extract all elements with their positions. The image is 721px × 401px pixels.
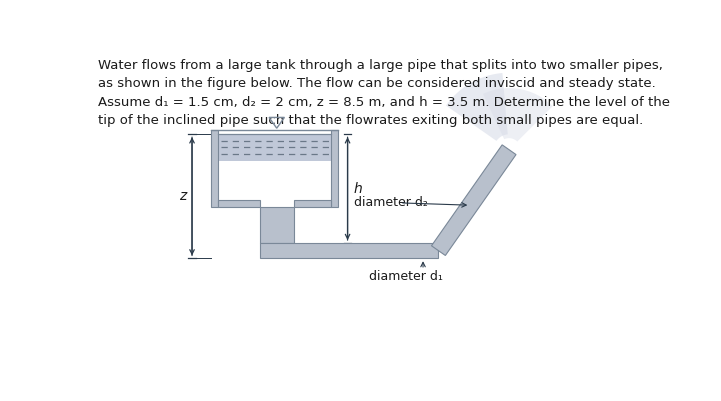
Bar bbox=[218, 134, 332, 160]
Polygon shape bbox=[483, 88, 553, 142]
Bar bbox=[211, 130, 218, 207]
Text: h: h bbox=[354, 182, 363, 196]
Polygon shape bbox=[446, 73, 508, 141]
Text: diameter d₂: diameter d₂ bbox=[354, 196, 428, 209]
Bar bbox=[218, 200, 260, 207]
Text: z: z bbox=[179, 189, 186, 203]
Polygon shape bbox=[431, 145, 516, 255]
Text: Water flows from a large tank through a large pipe that splits into two smaller : Water flows from a large tank through a … bbox=[98, 59, 663, 72]
Text: tip of the inclined pipe such that the flowrates exiting both small pipes are eq: tip of the inclined pipe such that the f… bbox=[98, 114, 643, 128]
Text: diameter d₁: diameter d₁ bbox=[369, 269, 443, 283]
Text: as shown in the figure below. The flow can be considered inviscid and steady sta: as shown in the figure below. The flow c… bbox=[98, 77, 656, 90]
Bar bbox=[332, 130, 338, 207]
Bar bbox=[293, 200, 332, 207]
Bar bbox=[260, 243, 438, 258]
Text: Assume d₁ = 1.5 cm, d₂ = 2 cm, z = 8.5 m, and h = 3.5 m. Determine the level of : Assume d₁ = 1.5 cm, d₂ = 2 cm, z = 8.5 m… bbox=[98, 96, 670, 109]
Bar bbox=[260, 207, 293, 243]
